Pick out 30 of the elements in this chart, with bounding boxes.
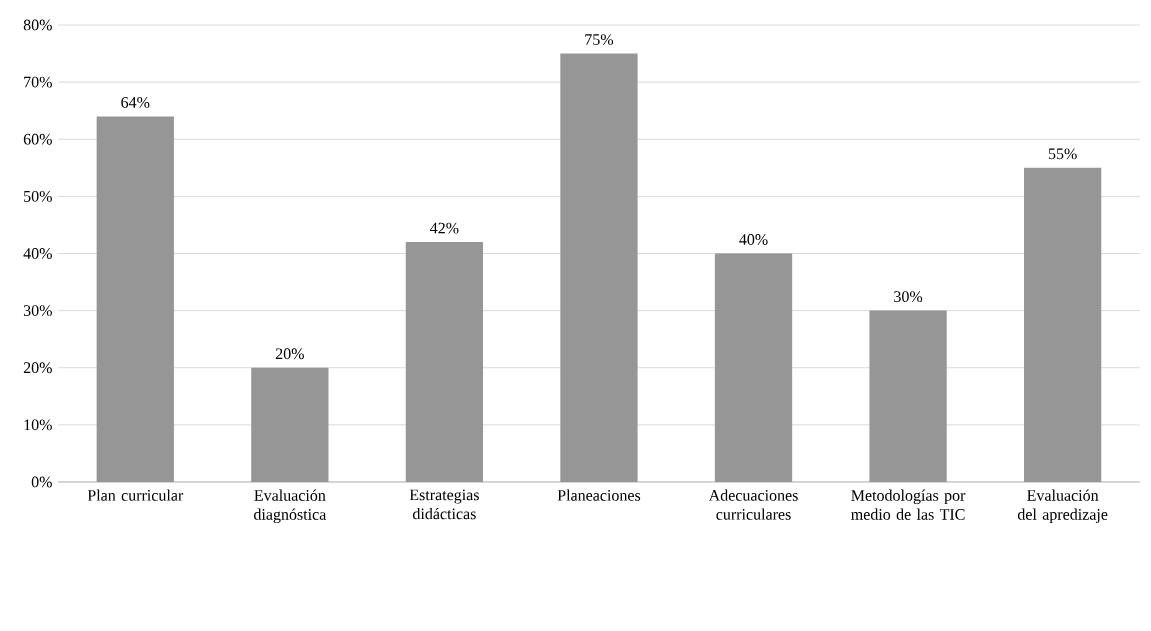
x-tick-label: Plan curricular	[87, 489, 184, 501]
data-label: 42%	[430, 222, 459, 234]
x-tick-label: Estrategias didácticas	[409, 489, 479, 520]
data-label: 75%	[585, 34, 614, 46]
y-tick-label: 50%	[24, 190, 52, 202]
y-tick-label: 30%	[23, 305, 52, 317]
data-label: 40%	[739, 234, 768, 245]
bar	[405, 242, 484, 482]
x-tick-label: Metodologías por medio de las TIC	[851, 489, 966, 520]
bar	[560, 53, 638, 482]
y-tick-label: 0%	[31, 476, 52, 488]
bar	[1023, 167, 1102, 482]
y-tick-label: 60%	[23, 133, 52, 145]
y-tick-label: 10%	[24, 419, 52, 431]
bar	[869, 310, 947, 482]
y-tick-label: 80%	[23, 19, 52, 31]
data-label: 55%	[1048, 148, 1077, 160]
y-tick-label: 20%	[23, 362, 52, 374]
y-tick-label: 40%	[23, 248, 52, 259]
x-tick-label: Adecuaciones curriculares	[708, 489, 798, 520]
x-tick-label: Evaluación diagnóstica	[253, 489, 327, 524]
data-label: 30%	[894, 291, 923, 303]
data-label: 20%	[275, 348, 304, 360]
y-tick-label: 70%	[24, 76, 52, 88]
x-tick-label: Planeaciones	[557, 489, 641, 501]
bar	[714, 253, 793, 482]
x-tick-label: Evaluación del apredizaje	[1017, 489, 1108, 524]
data-label: 64%	[121, 97, 150, 108]
bar	[251, 367, 329, 482]
bar	[96, 116, 174, 482]
